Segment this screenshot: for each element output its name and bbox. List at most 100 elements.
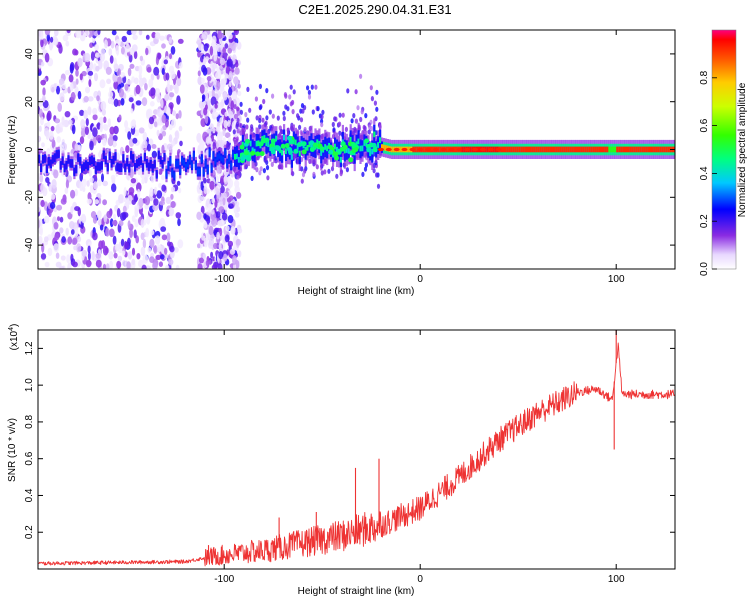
noise-speckle <box>169 92 175 98</box>
transition-speckle <box>262 168 266 174</box>
noise-speckle <box>75 78 79 85</box>
ridge-core <box>79 158 82 165</box>
transition-speckle <box>289 84 293 90</box>
noise-speckle <box>217 182 222 189</box>
ridge-core <box>67 156 70 163</box>
ridge-core <box>545 146 548 153</box>
noise-speckle <box>70 253 74 263</box>
ridge-core <box>637 146 640 153</box>
noise-speckle <box>55 261 62 268</box>
ridge-core <box>267 141 270 148</box>
snr-xlabel: Height of straight line (km) <box>298 586 415 597</box>
noise-speckle <box>203 43 209 52</box>
transition-speckle <box>288 94 292 100</box>
noise-speckle <box>196 211 202 220</box>
ridge-core <box>175 160 178 167</box>
ridge-core <box>477 146 480 153</box>
noise-speckle <box>217 263 223 269</box>
noise-speckle <box>200 142 205 153</box>
noise-speckle <box>89 42 94 48</box>
noise-speckle <box>120 72 126 78</box>
ridge-core <box>265 140 268 147</box>
noise-speckle <box>88 30 95 37</box>
y-tick-label: 1.0 <box>24 378 35 392</box>
noise-speckle <box>141 178 145 185</box>
transition-speckle <box>344 126 348 132</box>
noise-speckle <box>59 92 65 102</box>
noise-speckle <box>55 252 60 259</box>
ridge-core <box>181 157 184 164</box>
noise-speckle <box>87 96 94 102</box>
noise-speckle <box>136 182 142 193</box>
ridge-core <box>506 146 509 153</box>
noise-speckle <box>165 264 170 269</box>
y-tick-label: 40 <box>24 48 35 60</box>
transition-speckle <box>376 183 381 189</box>
ridge-core <box>237 157 241 163</box>
ridge-core <box>628 146 631 153</box>
ridge-core <box>602 146 605 153</box>
ridge-core <box>580 146 584 153</box>
transition-speckle <box>375 172 379 178</box>
ridge-blob <box>270 138 276 144</box>
noise-speckle <box>40 38 44 48</box>
snr-scale-exponent: 4 <box>8 327 15 331</box>
ridge-core <box>365 140 368 147</box>
noise-speckle <box>102 124 108 130</box>
transition-speckle <box>266 175 270 181</box>
noise-speckle <box>213 52 218 62</box>
ridge-core <box>484 146 488 153</box>
ridge-core <box>232 151 235 158</box>
ridge-core <box>633 146 636 153</box>
ridge-blob <box>255 151 261 157</box>
ridge-core <box>663 146 666 153</box>
noise-speckle <box>224 132 231 139</box>
noise-speckle <box>113 140 117 148</box>
transition-speckle <box>259 166 263 172</box>
ridge-core <box>294 139 297 146</box>
noise-speckle <box>40 199 45 208</box>
ridge-core <box>255 140 258 147</box>
transition-speckle <box>265 165 270 171</box>
noise-speckle <box>226 141 231 151</box>
noise-speckle <box>168 134 173 143</box>
noise-speckle <box>168 124 173 131</box>
ridge-core <box>384 145 388 151</box>
transition-speckle <box>261 117 265 123</box>
noise-speckle <box>224 111 228 117</box>
noise-speckle <box>178 187 182 194</box>
noise-speckle <box>84 52 91 63</box>
ridge-core <box>106 164 109 170</box>
noise-speckle <box>163 59 168 65</box>
noise-speckle <box>92 181 99 190</box>
noise-speckle <box>140 218 145 228</box>
transition-speckle <box>354 89 358 95</box>
noise-speckle <box>227 136 232 144</box>
ridge-blob <box>309 147 315 152</box>
colorbar-tick-label: 0.0 <box>699 262 710 276</box>
noise-speckle <box>170 71 176 80</box>
noise-speckle <box>160 98 164 109</box>
ridge-core <box>190 162 194 168</box>
transition-speckle <box>300 103 305 109</box>
ridge-core <box>136 160 139 167</box>
noise-speckle <box>80 119 86 129</box>
noise-speckle <box>79 73 83 81</box>
noise-speckle <box>158 261 163 268</box>
ridge-core <box>283 134 286 141</box>
ridge-core <box>77 154 80 161</box>
ridge-core <box>510 146 513 153</box>
noise-speckle <box>207 207 212 213</box>
ridge-core <box>45 165 48 172</box>
noise-speckle <box>234 67 240 75</box>
noise-speckle <box>118 194 124 204</box>
noise-speckle <box>111 183 117 193</box>
noise-speckle <box>176 180 181 186</box>
ridge-core <box>643 146 646 153</box>
noise-speckle <box>144 196 151 206</box>
noise-speckle <box>61 83 67 90</box>
ridge-blob <box>243 150 249 156</box>
noise-speckle <box>86 198 92 205</box>
noise-speckle <box>81 70 87 77</box>
noise-speckle <box>40 183 45 193</box>
